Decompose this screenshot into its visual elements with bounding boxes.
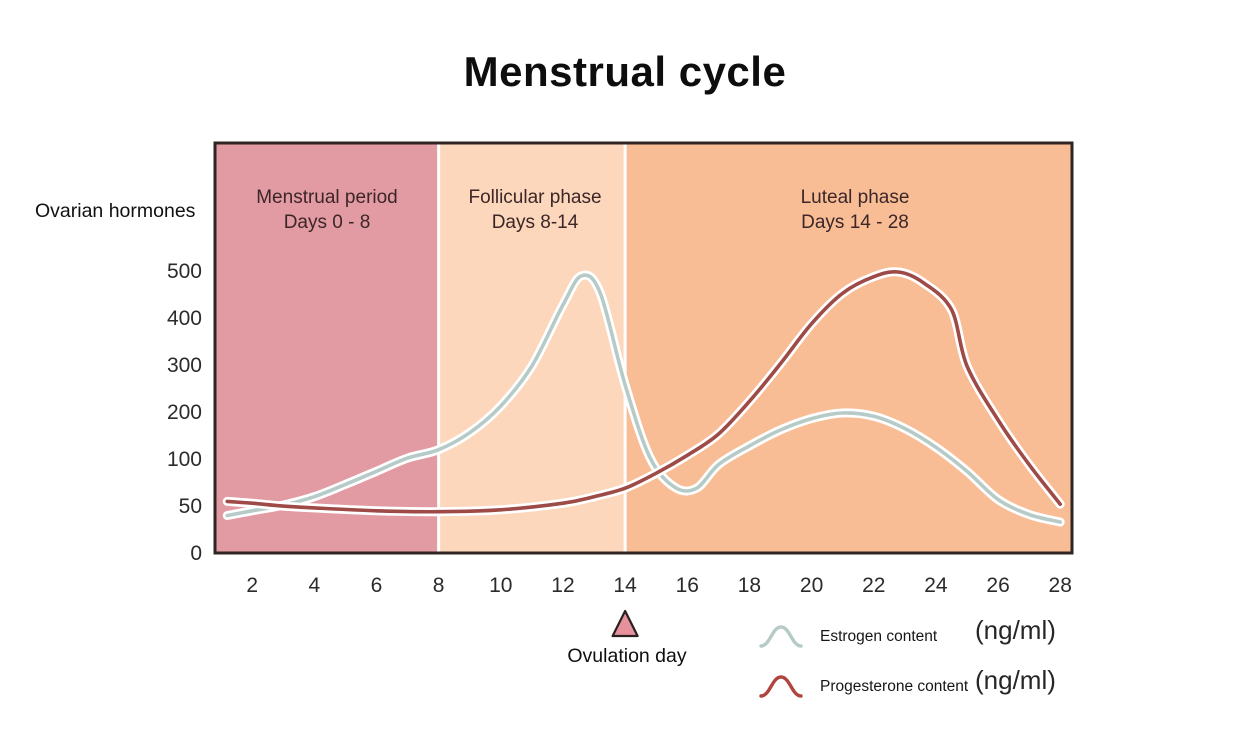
x-tick-label-20: 20	[799, 574, 824, 597]
phase-name: Menstrual period	[256, 187, 398, 208]
phase-label-luteal: Luteal phase Days 14 - 28	[801, 186, 910, 235]
y-tick-label-300: 300	[166, 354, 202, 377]
x-tick-label-8: 8	[432, 574, 445, 597]
y-tick-label-500: 500	[166, 260, 202, 283]
x-tick-label-22: 22	[862, 574, 886, 597]
legend-unit-progesterone: (ng/ml)	[975, 665, 1056, 695]
x-tick-label-18: 18	[737, 574, 762, 597]
x-tick-label-2: 2	[246, 574, 258, 597]
page-title: Menstrual cycle	[463, 48, 787, 95]
phase-label-follicular: Follicular phase Days 8-14	[468, 186, 601, 235]
ovulation-day-label: Ovulation day	[567, 645, 687, 667]
phase-label-menstrual: Menstrual period Days 0 - 8	[256, 186, 398, 235]
phase-name: Follicular phase	[468, 187, 602, 208]
legend-unit-estrogen: (ng/ml)	[975, 615, 1056, 645]
phase-band-0	[215, 143, 439, 553]
estrogen-curve-icon	[759, 625, 803, 648]
phase-days: Days 8-14	[491, 211, 579, 233]
phase-band-1	[438, 143, 626, 553]
phase-days: Days 14 - 28	[801, 211, 909, 233]
y-tick-label-200: 200	[166, 401, 202, 424]
y-tick-label-50: 50	[178, 495, 202, 518]
legend-item-estrogen: Estrogen content	[758, 620, 1088, 654]
phase-days: Days 0 - 8	[283, 211, 371, 233]
x-tick-label-14: 14	[613, 574, 637, 597]
plot-border	[213, 141, 1074, 555]
x-tick-label-10: 10	[489, 574, 513, 597]
curve-0	[225, 273, 1062, 524]
x-tick-label-16: 16	[675, 574, 699, 597]
curve-1	[225, 269, 1062, 514]
progesterone-curve-icon	[759, 675, 803, 698]
x-tick-label-12: 12	[551, 574, 575, 597]
ovulation-marker-icon	[611, 609, 639, 638]
y-axis-title: Ovarian hormones	[35, 200, 196, 222]
x-tick-label-28: 28	[1048, 574, 1072, 597]
phase-name: Luteal phase	[800, 187, 910, 208]
y-tick-label-100: 100	[166, 448, 202, 471]
legend-item-progesterone: Progesterone content	[758, 670, 1088, 704]
y-tick-label-400: 400	[166, 307, 202, 330]
legend-label-estrogen: Estrogen content	[820, 628, 938, 645]
x-tick-label-4: 4	[308, 574, 321, 597]
x-tick-label-6: 6	[370, 574, 383, 597]
legend-label-progesterone: Progesterone content	[820, 678, 969, 695]
x-tick-label-26: 26	[986, 574, 1010, 597]
x-tick-label-24: 24	[924, 574, 948, 597]
y-tick-label-0: 0	[190, 542, 202, 565]
